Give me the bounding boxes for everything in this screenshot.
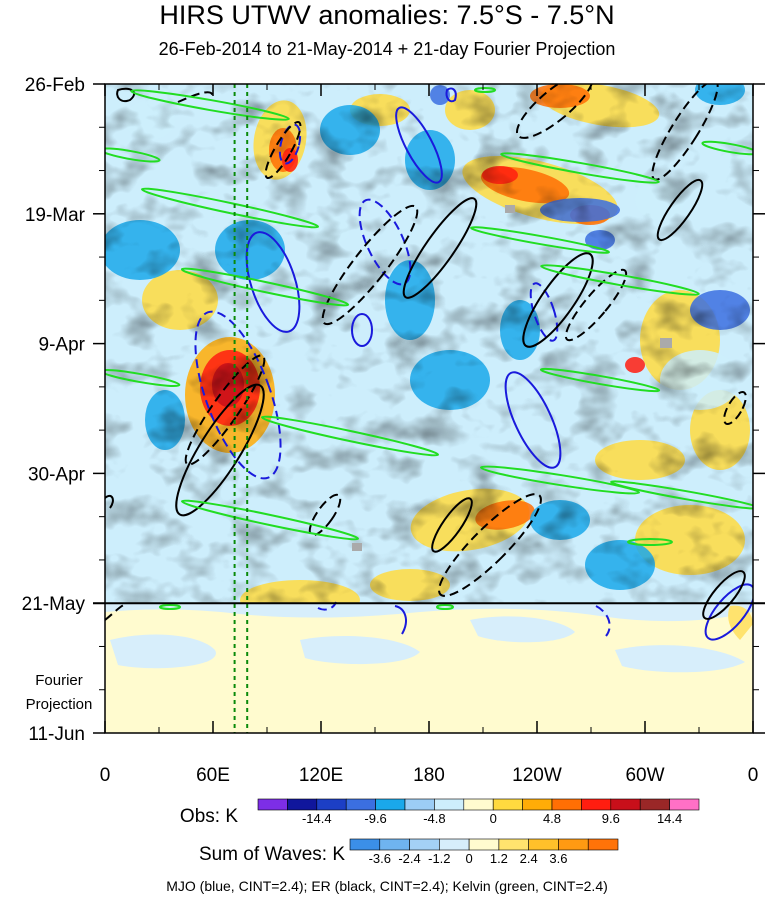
colorbar-swatch — [522, 798, 553, 811]
legend-footer: MJO (blue, CINT=2.4); ER (black, CINT=2.… — [166, 878, 608, 894]
chart-title: HIRS UTWV anomalies: 7.5°S - 7.5°N — [159, 0, 615, 30]
obs-colorbar-label: Obs: K — [180, 806, 238, 827]
x-tick-label: 60E — [196, 765, 230, 786]
x-tick-label: 0 — [100, 765, 111, 786]
x-tick-label: 0 — [748, 765, 759, 786]
colorbar-swatch — [463, 798, 494, 811]
waves-colorbar: -3.6 -2.4 -1.2 0 1.2 2.4 3.6 — [349, 838, 619, 866]
x-tick-label: 60W — [625, 765, 664, 786]
colorbar-swatch — [610, 798, 641, 811]
mjo-dashed-contours — [194, 123, 611, 637]
colorbar-tick-label: 0 — [465, 851, 472, 866]
colorbar-swatch — [379, 838, 410, 851]
colorbar-swatch — [257, 798, 288, 811]
y-tick-label: 21-May — [22, 594, 86, 615]
obs-field-texture — [105, 84, 753, 604]
plot-area — [105, 84, 753, 733]
colorbar-tick-label: -1.2 — [428, 851, 450, 866]
colorbar-swatch — [316, 798, 347, 811]
colorbar-swatch — [551, 798, 582, 811]
colorbar-tick-label: 4.8 — [543, 811, 561, 826]
colorbar-tick-label: 2.4 — [520, 851, 538, 866]
x-tick-label: 120E — [299, 765, 343, 786]
projection-label-line2: Projection — [26, 696, 93, 713]
projection-shading — [105, 604, 753, 673]
missing-data — [505, 205, 515, 213]
colorbar-swatch — [669, 798, 700, 811]
er-dashed-contours — [105, 84, 747, 621]
y-tick-label: 19-Mar — [25, 205, 86, 226]
colorbar-swatch — [409, 838, 440, 851]
colorbar-tick-label: 0 — [490, 811, 497, 826]
colorbar-swatch — [581, 798, 612, 811]
colorbar-tick-label: 1.2 — [490, 851, 508, 866]
colorbar-swatch — [375, 798, 406, 811]
projection-label-line1: Fourier — [35, 672, 83, 689]
colorbar-tick-label: -3.6 — [369, 851, 391, 866]
colorbar-swatch — [528, 838, 559, 851]
x-tick-label: 180 — [413, 765, 445, 786]
obs-colorbar: -14.4 -9.6 -4.8 0 4.8 9.6 14.4 — [257, 798, 700, 826]
y-tick-label: 26-Feb — [25, 75, 85, 96]
colorbar-tick-label: 3.6 — [549, 851, 567, 866]
chart-subtitle: 26-Feb-2014 to 21-May-2014 + 21-day Four… — [158, 39, 616, 59]
x-tick-label: 120W — [512, 765, 562, 786]
colorbar-swatch — [468, 838, 500, 851]
colorbar-tick-label: 9.6 — [602, 811, 620, 826]
colorbar-tick-label: 14.4 — [657, 811, 682, 826]
colorbar-swatch — [439, 838, 470, 851]
colorbar-tick-label: -9.6 — [364, 811, 386, 826]
colorbar-tick-label: -14.4 — [302, 811, 332, 826]
y-tick-label: 11-Jun — [28, 724, 85, 745]
colorbar-swatch — [639, 798, 670, 811]
colorbar-swatch — [587, 838, 619, 851]
colorbar-swatch — [287, 798, 318, 811]
colorbar-swatch — [404, 798, 435, 811]
colorbar-swatch — [434, 798, 465, 811]
y-tick-label: 30-Apr — [28, 464, 86, 485]
colorbar-swatch — [345, 798, 376, 811]
er-contours — [105, 87, 746, 620]
axes: 26-Feb 19-Mar 9-Apr 30-Apr 21-May 11-Jun 0 60E 1… — [22, 75, 765, 786]
colorbar-tick-label: -2.4 — [398, 851, 420, 866]
missing-data — [660, 338, 672, 348]
colorbar-tick-label: -4.8 — [423, 811, 445, 826]
colorbar-swatch — [349, 838, 381, 851]
colorbar-swatch — [498, 838, 529, 851]
colorbar-swatch — [558, 838, 589, 851]
waves-colorbar-label: Sum of Waves: K — [199, 844, 345, 865]
missing-data — [352, 543, 362, 551]
kelvin-contours — [105, 87, 753, 610]
colorbar-swatch — [492, 798, 523, 811]
y-tick-label: 9-Apr — [39, 335, 86, 356]
